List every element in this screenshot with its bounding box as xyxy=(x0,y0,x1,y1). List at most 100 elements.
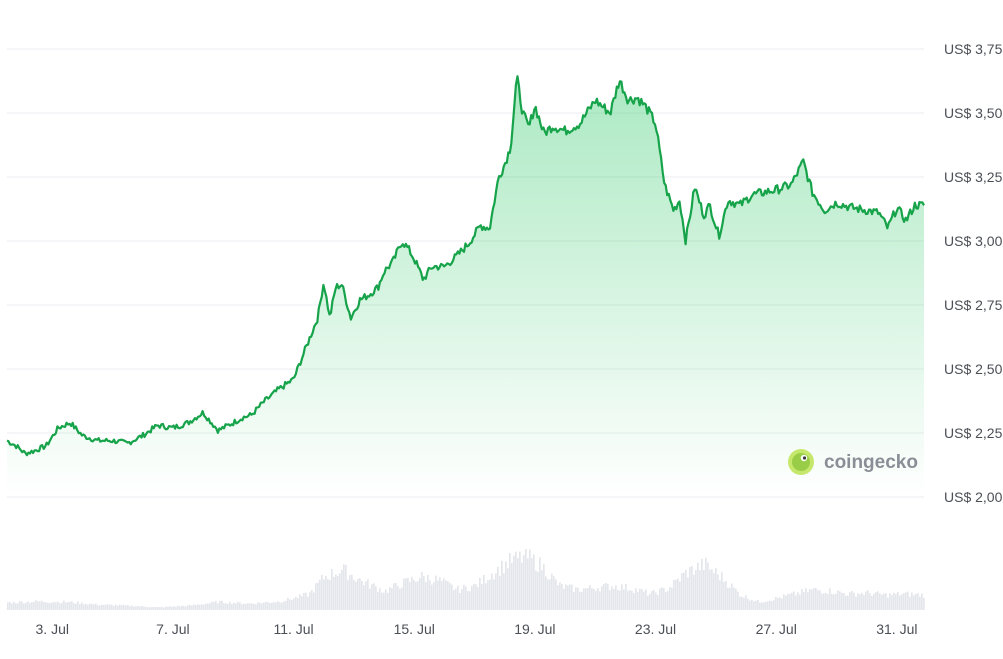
volume-bar xyxy=(697,562,699,610)
volume-bar xyxy=(691,565,693,610)
volume-bar xyxy=(295,596,297,610)
volume-bar xyxy=(341,569,343,610)
volume-bar xyxy=(723,581,725,610)
volume-bar xyxy=(685,569,687,610)
volume-bar xyxy=(735,588,737,610)
volume-bar xyxy=(705,557,707,610)
volume-bar xyxy=(887,597,889,610)
volume-bar xyxy=(903,593,905,610)
volume-bar xyxy=(401,587,403,610)
volume-bar xyxy=(343,564,345,610)
volume-bar xyxy=(91,603,93,610)
volume-bar xyxy=(161,606,163,610)
volume-bar xyxy=(491,573,493,610)
volume-bar xyxy=(917,593,919,610)
volume-bar xyxy=(745,595,747,610)
volume-bar xyxy=(793,591,795,610)
volume-bar xyxy=(915,593,917,610)
volume-bar xyxy=(83,604,85,610)
volume-bar xyxy=(257,602,259,610)
volume-bar xyxy=(21,601,23,610)
volume-bar xyxy=(899,595,901,610)
volume-bar xyxy=(307,596,309,610)
volume-bar xyxy=(71,601,73,610)
volume-bar xyxy=(15,603,17,610)
volume-bar xyxy=(543,564,545,610)
volume-bar xyxy=(777,597,779,610)
volume-bar xyxy=(445,580,447,610)
volume-bar xyxy=(451,584,453,610)
volume-bar xyxy=(867,590,869,610)
volume-bar xyxy=(215,601,217,610)
volume-bar xyxy=(165,606,167,610)
volume-bar xyxy=(323,579,325,610)
volume-bar xyxy=(93,604,95,610)
volume-bar xyxy=(617,589,619,610)
volume-bar xyxy=(571,584,573,610)
coingecko-gecko-icon xyxy=(788,449,814,475)
volume-bar xyxy=(663,587,665,610)
y-tick-label: US$ 2,25 xyxy=(944,425,1003,441)
volume-bar xyxy=(271,602,273,610)
volume-bar xyxy=(351,574,353,610)
volume-bar xyxy=(801,589,803,610)
volume-bar xyxy=(719,580,721,610)
volume-bar xyxy=(645,589,647,610)
volume-bar xyxy=(27,601,29,610)
volume-bar xyxy=(607,583,609,610)
volume-bar xyxy=(175,606,177,610)
volume-bar xyxy=(179,606,181,610)
volume-bar xyxy=(895,594,897,610)
volume-bar xyxy=(101,604,103,610)
x-tick-label: 23. Jul xyxy=(635,621,676,637)
volume-bar xyxy=(243,603,245,610)
volume-bar xyxy=(121,605,123,610)
volume-bar xyxy=(545,576,547,610)
volume-bar xyxy=(231,603,233,610)
volume-bar xyxy=(235,603,237,610)
volume-bar xyxy=(287,597,289,610)
volume-bar xyxy=(31,602,33,610)
volume-bar xyxy=(309,592,311,610)
volume-bar xyxy=(169,606,171,610)
volume-bar xyxy=(139,606,141,610)
volume-bar xyxy=(787,594,789,610)
volume-bar xyxy=(653,589,655,610)
volume-bar xyxy=(185,606,187,610)
volume-bar xyxy=(741,596,743,610)
volume-bar xyxy=(547,579,549,610)
volume-bar xyxy=(511,563,513,610)
volume-bar xyxy=(327,579,329,610)
volume-bar xyxy=(757,600,759,610)
volume-bar xyxy=(13,601,15,610)
volume-bar xyxy=(749,600,751,610)
volume-bar xyxy=(159,607,161,610)
volume-bar xyxy=(439,577,441,610)
volume-bar xyxy=(259,602,261,610)
volume-bar xyxy=(829,588,831,610)
volume-bar xyxy=(69,601,71,610)
volume-bar xyxy=(39,601,41,610)
volume-bar xyxy=(277,601,279,610)
volume-bar xyxy=(479,577,481,610)
volume-bar xyxy=(419,578,421,610)
volume-bar xyxy=(629,589,631,610)
volume-bar xyxy=(773,600,775,610)
volume-bar xyxy=(95,603,97,610)
volume-bar xyxy=(729,587,731,610)
volume-bar xyxy=(99,605,101,610)
volume-bar xyxy=(859,594,861,610)
volume-bar xyxy=(237,601,239,610)
volume-bar xyxy=(379,588,381,610)
volume-bar xyxy=(587,588,589,610)
volume-bar xyxy=(499,575,501,610)
volume-bar xyxy=(409,582,411,610)
volume-bar xyxy=(527,558,529,610)
volume-bar xyxy=(359,578,361,610)
volume-bar xyxy=(391,588,393,610)
volume-bar xyxy=(589,584,591,610)
volume-bar xyxy=(541,570,543,610)
volume-bar xyxy=(535,570,537,610)
volume-bar xyxy=(825,593,827,610)
